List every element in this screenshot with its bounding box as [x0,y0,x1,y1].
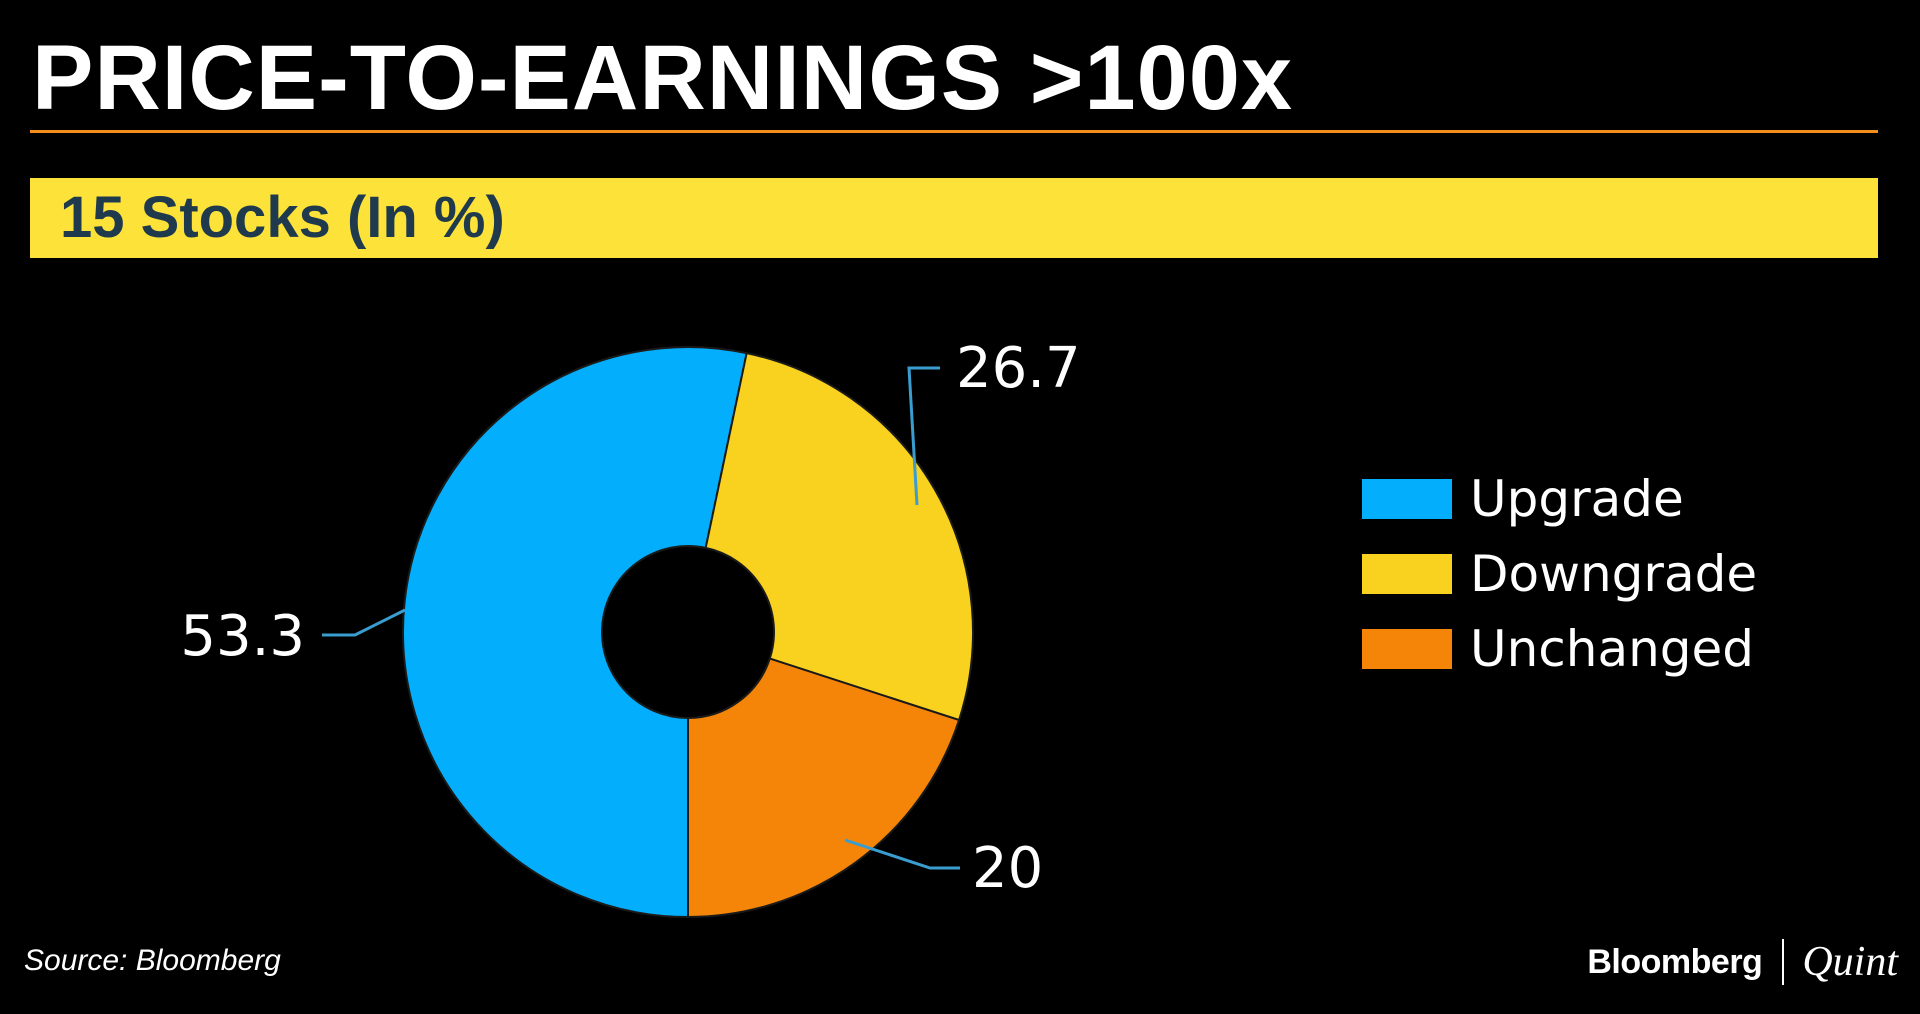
leader-line-upgrade [322,608,406,637]
brand-divider [1782,939,1785,985]
subtitle-banner: 15 Stocks (In %) [30,178,1878,258]
chart-title: PRICE-TO-EARNINGS >100x [32,27,1294,129]
data-label-upgrade: 53.3 [180,604,305,669]
chart-subtitle: 15 Stocks (In %) [60,185,505,250]
legend-swatch-upgrade [1362,479,1452,519]
slice-downgrade [704,351,974,722]
brand-bloomberg: Bloomberg [1587,942,1763,981]
slice-unchanged [687,657,961,919]
leader-line-unchanged [844,838,960,870]
legend-label-upgrade: Upgrade [1470,470,1684,528]
legend-label-unchanged: Unchanged [1470,620,1755,678]
brand-quint: Quint [1802,939,1898,985]
leader-line-downgrade [907,366,940,506]
data-label-unchanged: 20 [972,836,1043,901]
legend-swatch-downgrade [1362,554,1452,594]
source-note: Source: Bloomberg [24,944,281,977]
slice-upgrade [402,346,748,919]
brand-logo: Bloomberg Quint [1587,938,1898,986]
data-label-downgrade: 26.7 [956,336,1081,401]
legend-swatch-unchanged [1362,629,1452,669]
title-divider [30,130,1878,133]
legend-label-downgrade: Downgrade [1470,545,1758,603]
